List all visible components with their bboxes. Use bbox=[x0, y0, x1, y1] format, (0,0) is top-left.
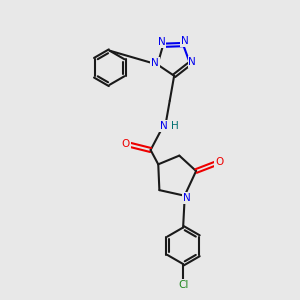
Text: N: N bbox=[160, 121, 168, 131]
Text: N: N bbox=[183, 193, 191, 203]
Text: N: N bbox=[188, 57, 196, 67]
Text: N: N bbox=[158, 37, 165, 47]
Text: O: O bbox=[215, 158, 224, 167]
Text: Cl: Cl bbox=[178, 280, 188, 290]
Text: N: N bbox=[181, 36, 188, 46]
Text: H: H bbox=[171, 121, 179, 131]
Text: N: N bbox=[151, 58, 159, 68]
Text: O: O bbox=[122, 139, 130, 148]
